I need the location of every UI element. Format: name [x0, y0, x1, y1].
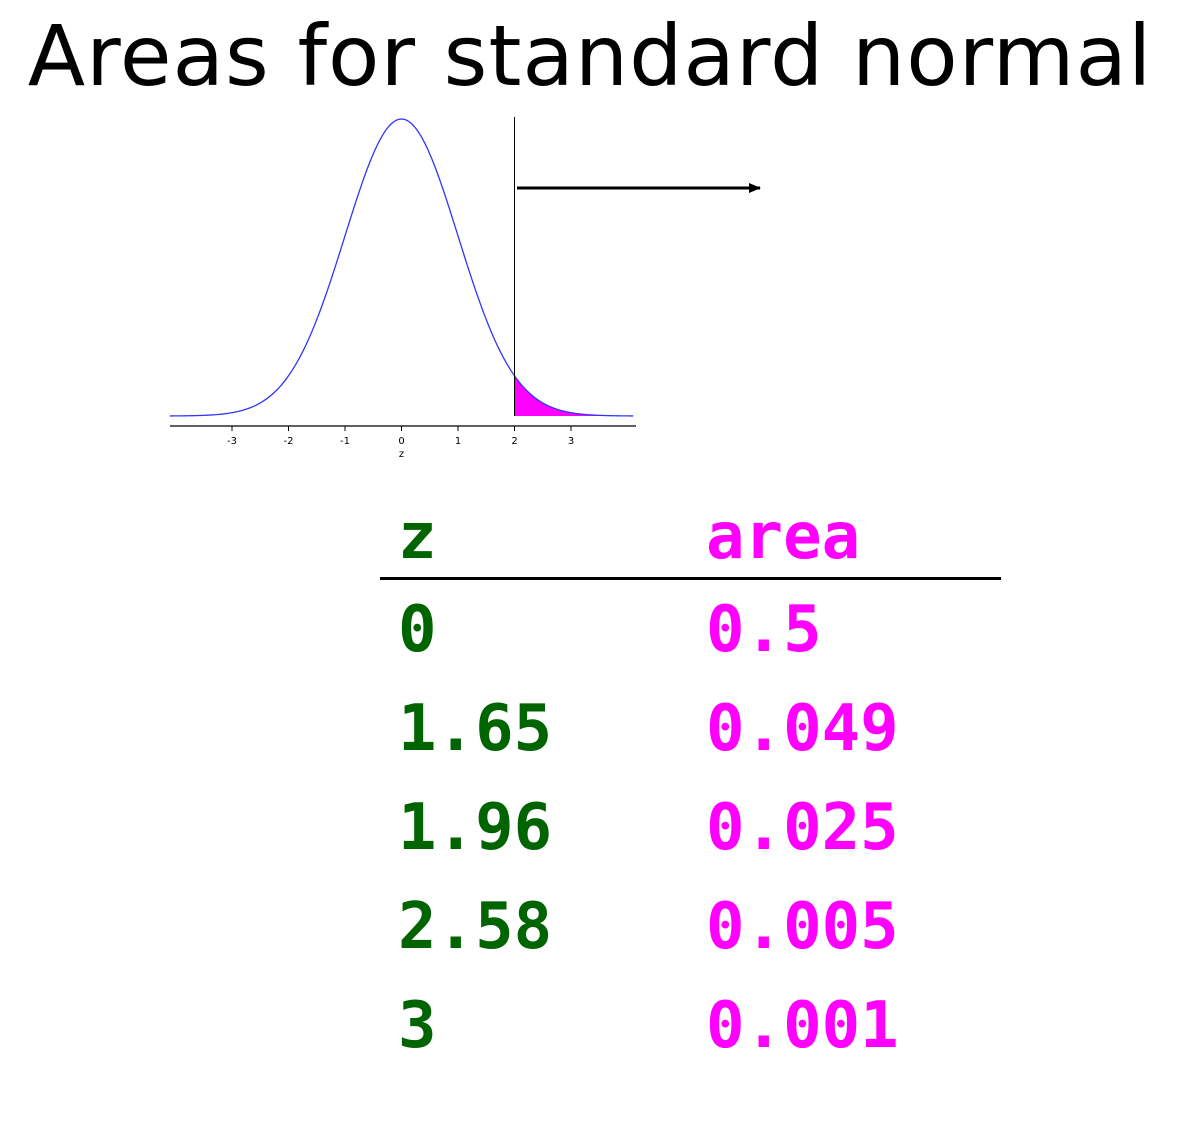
table-cell-area: 0.5: [706, 593, 822, 667]
header-rule: [380, 577, 1001, 580]
table-cell-area: 0.001: [706, 989, 899, 1063]
table-cell-z: 3: [398, 989, 437, 1063]
header-area: area: [706, 500, 861, 574]
x-tick-label: -3: [227, 436, 237, 447]
x-tick-label: 3: [568, 436, 574, 447]
tail-area: [514, 375, 634, 416]
table-cell-z: 2.58: [398, 890, 553, 964]
x-tick-label: -1: [340, 436, 350, 447]
table-cell-area: 0.049: [706, 692, 899, 766]
table-cell-z: 0: [398, 593, 437, 667]
x-axis-label: z: [399, 449, 404, 460]
table-cell-z: 1.65: [398, 692, 553, 766]
table-cell-area: 0.005: [706, 890, 899, 964]
x-tick-label: 1: [455, 436, 461, 447]
x-tick-label: 2: [511, 436, 517, 447]
density-curve: [169, 118, 634, 417]
table-cell-z: 1.96: [398, 791, 553, 865]
header-z: z: [398, 500, 437, 574]
x-tick-label: 0: [398, 436, 404, 447]
page-title: Areas for standard normal: [27, 7, 1153, 105]
x-tick-label: -2: [284, 436, 294, 447]
table-cell-area: 0.025: [706, 791, 899, 865]
x-ticks: -3 -2 -1 0 1 2 3: [227, 426, 574, 447]
normal-curve-plot: -3 -2 -1 0 1 2 3 z: [169, 117, 761, 460]
